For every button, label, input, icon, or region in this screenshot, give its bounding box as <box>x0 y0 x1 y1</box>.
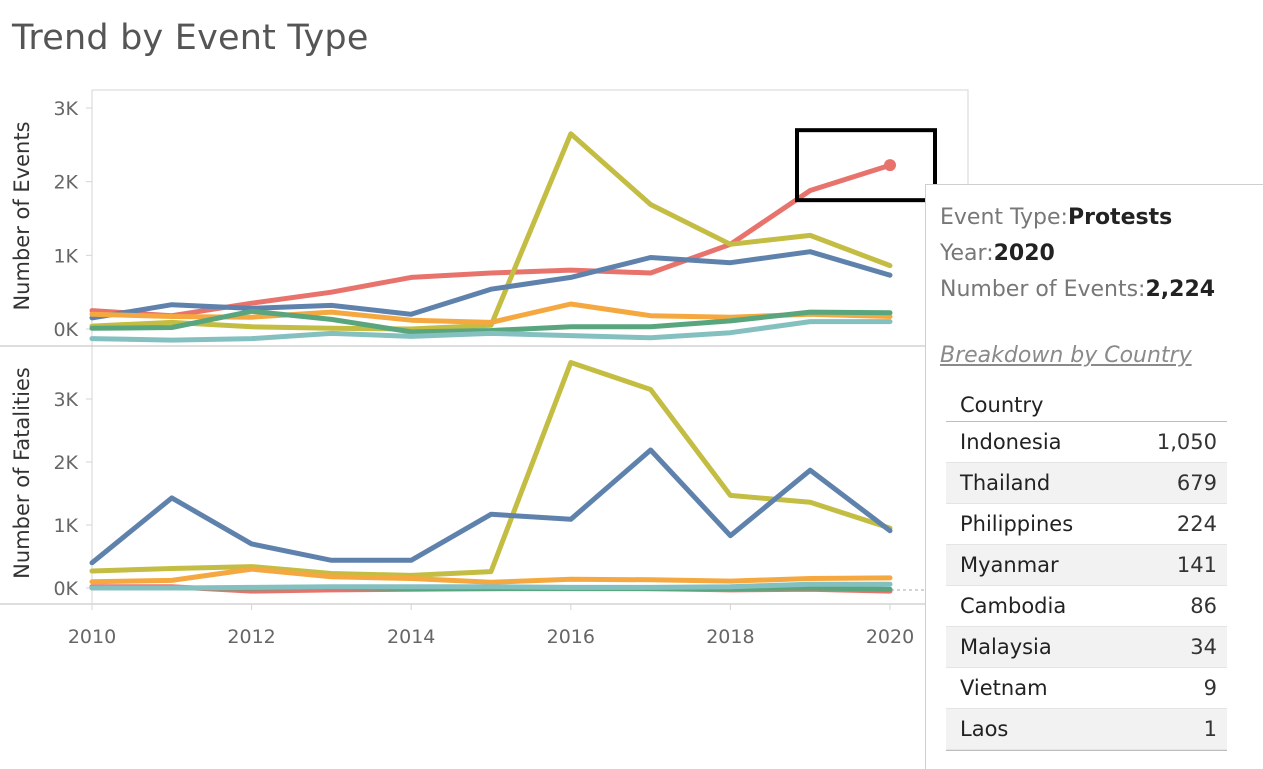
tooltip-year-value: 2020 <box>993 241 1055 266</box>
tooltip-event-type-label: Event Type: <box>940 205 1068 230</box>
y-tick-label: 3K <box>53 389 78 411</box>
country-value: 679 <box>1176 471 1217 495</box>
x-tick-label: 2014 <box>387 626 435 648</box>
tooltip-events-label: Number of Events: <box>940 277 1146 302</box>
y-tick-label: 3K <box>53 98 78 120</box>
country-name: Philippines <box>960 512 1074 536</box>
tooltip-events-value: 2,224 <box>1145 277 1216 302</box>
country-value: 1 <box>1203 717 1217 741</box>
table-row: Cambodia 86 <box>946 586 1227 627</box>
tooltip-events: Number of Events:2,224 <box>940 277 1215 302</box>
y-tick-label: 2K <box>53 172 78 194</box>
table-row: Myanmar 141 <box>946 545 1227 586</box>
y-tick-label: 1K <box>53 245 78 267</box>
country-name: Vietnam <box>960 676 1048 700</box>
series-line <box>89 566 893 585</box>
country-value: 34 <box>1190 635 1217 659</box>
country-value: 86 <box>1190 594 1217 618</box>
country-value: 1,050 <box>1156 430 1217 454</box>
series-line <box>89 319 893 343</box>
country-name: Cambodia <box>960 594 1067 618</box>
country-name: Indonesia <box>960 430 1062 454</box>
country-value: 141 <box>1176 553 1217 577</box>
series-line <box>89 249 893 321</box>
x-tick-label: 2020 <box>866 626 914 648</box>
country-value: 9 <box>1203 676 1217 700</box>
y-axis-title: Number of Events <box>10 121 34 310</box>
y-tick-label: 0K <box>53 578 78 600</box>
y-tick-label: 1K <box>53 515 78 537</box>
series-line <box>89 308 893 335</box>
selection-box <box>795 128 937 203</box>
series-line <box>89 131 893 332</box>
x-tick-label: 2018 <box>706 626 754 648</box>
page-title: Trend by Event Type <box>12 18 369 58</box>
panel-frame <box>92 89 969 185</box>
country-breakdown-table: Country Indonesia 1,050 Thailand 679 Philipp… <box>946 389 1227 751</box>
series-line <box>89 360 893 578</box>
country-column-header: Country <box>946 389 1227 422</box>
tooltip-year-label: Year: <box>940 241 994 266</box>
x-tick-label: 2012 <box>227 626 275 648</box>
tooltip-event-type: Event Type:Protests <box>940 205 1172 230</box>
table-row: Vietnam 9 <box>946 668 1227 709</box>
table-row: Indonesia 1,050 <box>946 422 1227 463</box>
country-value: 224 <box>1176 512 1217 536</box>
tooltip-event-type-value: Protests <box>1067 205 1173 230</box>
x-tick-label: 2010 <box>68 626 116 648</box>
country-name: Malaysia <box>960 635 1052 659</box>
y-tick-label: 2K <box>53 452 78 474</box>
country-name: Laos <box>960 717 1009 741</box>
table-row: Malaysia 34 <box>946 627 1227 668</box>
breakdown-by-country-link[interactable]: Breakdown by Country <box>940 343 1192 368</box>
y-tick-label: 0K <box>53 319 78 341</box>
country-name: Thailand <box>960 471 1051 495</box>
table-row: Thailand 679 <box>946 463 1227 504</box>
table-row: Philippines 224 <box>946 504 1227 545</box>
x-tick-label: 2016 <box>547 626 595 648</box>
tooltip-panel: Event Type:Protests Year:2020 Number of … <box>925 184 1263 769</box>
series-line <box>89 447 893 566</box>
series-line <box>89 581 893 591</box>
y-axis-title: Number of Fatalities <box>10 367 34 579</box>
country-name: Myanmar <box>960 553 1059 577</box>
tooltip-year: Year:2020 <box>940 241 1055 266</box>
highlighted-data-point <box>884 159 896 172</box>
table-row: Laos 1 <box>946 709 1227 750</box>
